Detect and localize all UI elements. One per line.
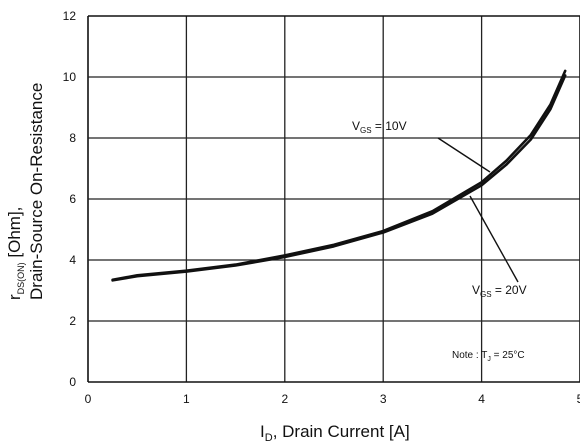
y-axis-title-line2: Drain-Source On-Resistance	[27, 83, 46, 300]
vgs10-label: VGS = 10V	[352, 119, 407, 135]
x-tick-label: 5	[577, 392, 580, 406]
y-tick-labels: 0 2 4 6 8 10 12	[63, 9, 77, 389]
x-axis-title: ID, Drain Current [A]	[260, 422, 410, 444]
x-tick-label: 3	[380, 392, 387, 406]
vgs10-leader	[437, 137, 491, 173]
y-tick-label: 0	[69, 375, 76, 389]
x-tick-label: 2	[281, 392, 288, 406]
x-tick-label: 1	[183, 392, 190, 406]
vgs20-label: VGS = 20V	[472, 283, 527, 299]
x-tick-label: 4	[478, 392, 485, 406]
x-tick-labels: 0 1 2 3 4 5	[85, 392, 580, 406]
series-lines	[111, 69, 567, 282]
y-tick-label: 10	[63, 70, 77, 84]
vgs20-leader	[469, 195, 519, 283]
y-tick-label: 4	[69, 253, 76, 267]
series-line-vgs20	[111, 74, 567, 282]
series-line-vgs10	[111, 69, 567, 282]
x-tick-label: 0	[85, 392, 92, 406]
y-axis-title-line1: rDS(ON) [Ohm],	[5, 207, 26, 300]
y-tick-label: 8	[69, 131, 76, 145]
y-tick-label: 2	[69, 314, 76, 328]
note-label: Note : TJ = 25°C	[452, 350, 525, 363]
grid-lines	[87, 15, 580, 383]
y-tick-label: 12	[63, 9, 77, 23]
y-tick-label: 6	[69, 192, 76, 206]
